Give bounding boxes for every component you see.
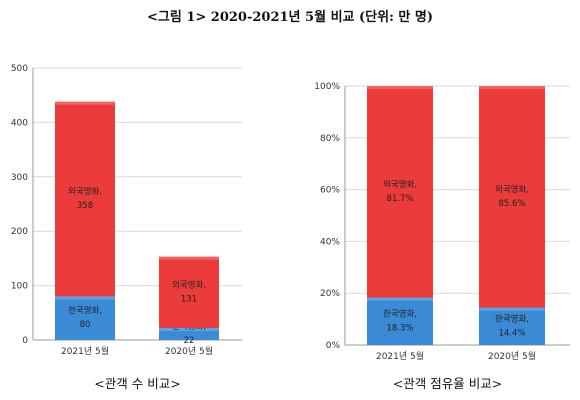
- chart1-bar-highlight-1-1: [55, 101, 115, 105]
- chart2-ytick-label: 80%: [320, 134, 340, 144]
- chart2-bar-domestic-1: [367, 297, 433, 345]
- chart1-data-label-domestic-1: 한국영화,: [68, 305, 102, 316]
- chart2-data-label-foreign-1: 81.7%: [386, 194, 413, 204]
- chart2-bar-foreign-1: [367, 86, 433, 298]
- chart2-data-label-domestic-1: 한국영화,: [383, 308, 417, 319]
- chart2-caption: <관객 점유율 비교>: [393, 376, 502, 391]
- chart1-bar-highlight-1-2: [159, 256, 219, 260]
- chart2-ytick-label: 0%: [326, 341, 341, 351]
- chart1-category-label: 2021년 5월: [61, 345, 109, 357]
- chart1-bar-highlight-0-1: [55, 296, 115, 300]
- figure-title: <그림 1> 2020-2021년 5월 비교 (단위: 만 명): [146, 10, 434, 25]
- chart1-data-label-foreign-1: 외국영화,: [68, 186, 102, 197]
- chart1-bar-domestic-2: [159, 328, 219, 340]
- chart2-ytick-label: 40%: [320, 237, 340, 247]
- chart1-ytick-label: 200: [11, 227, 28, 237]
- chart1-ytick-label: 300: [11, 173, 28, 183]
- chart2-ytick-label: 100%: [314, 82, 340, 92]
- chart1-category-label: 2020년 5월: [165, 345, 213, 357]
- chart1-bar-highlight-0-2: [159, 328, 219, 332]
- chart2-bar-foreign-2: [479, 86, 545, 308]
- chart2-data-label-domestic-1: 18.3%: [386, 323, 413, 333]
- chart1-ytick-label: 100: [11, 282, 28, 292]
- chart2-data-label-domestic-2: 한국영화,: [495, 313, 529, 324]
- chart2-bar-domestic-2: [479, 307, 545, 345]
- chart2-data-label-foreign-1: 외국영화,: [383, 179, 417, 190]
- chart1-ytick-label: 500: [11, 64, 28, 74]
- chart2-data-label-foreign-2: 외국영화,: [495, 184, 529, 195]
- chart1-data-label-foreign-1: 358: [77, 201, 93, 211]
- chart1-ytick-label: 0: [22, 336, 28, 346]
- chart2-bar-highlight-0-2: [479, 307, 545, 311]
- chart2-category-label: 2021년 5월: [376, 350, 424, 362]
- chart2-data-label-domestic-2: 14.4%: [498, 328, 525, 338]
- chart2-category-label: 2020년 5월: [488, 350, 536, 362]
- chart2-bar-highlight-1-2: [479, 86, 545, 89]
- chart1-bar-foreign-1: [55, 101, 115, 297]
- chart1-data-label-foreign-2: 131: [181, 294, 197, 304]
- chart2-ytick-label: 60%: [320, 186, 340, 196]
- chart2-bar-highlight-0-1: [367, 297, 433, 301]
- chart1-ytick-label: 400: [11, 118, 28, 128]
- chart2-bar-highlight-1-1: [367, 86, 433, 89]
- chart1-caption: <관객 수 비교>: [94, 376, 180, 391]
- chart2-data-label-foreign-2: 85.6%: [498, 199, 525, 209]
- chart1-bar-domestic-1: [55, 296, 115, 340]
- chart1-data-label-foreign-2: 외국영화,: [172, 279, 206, 290]
- chart2-ytick-label: 20%: [320, 289, 340, 299]
- chart1-data-label-domestic-2: 22: [184, 336, 195, 346]
- chart1-bar-foreign-2: [159, 256, 219, 329]
- chart1-data-label-domestic-1: 80: [80, 320, 91, 330]
